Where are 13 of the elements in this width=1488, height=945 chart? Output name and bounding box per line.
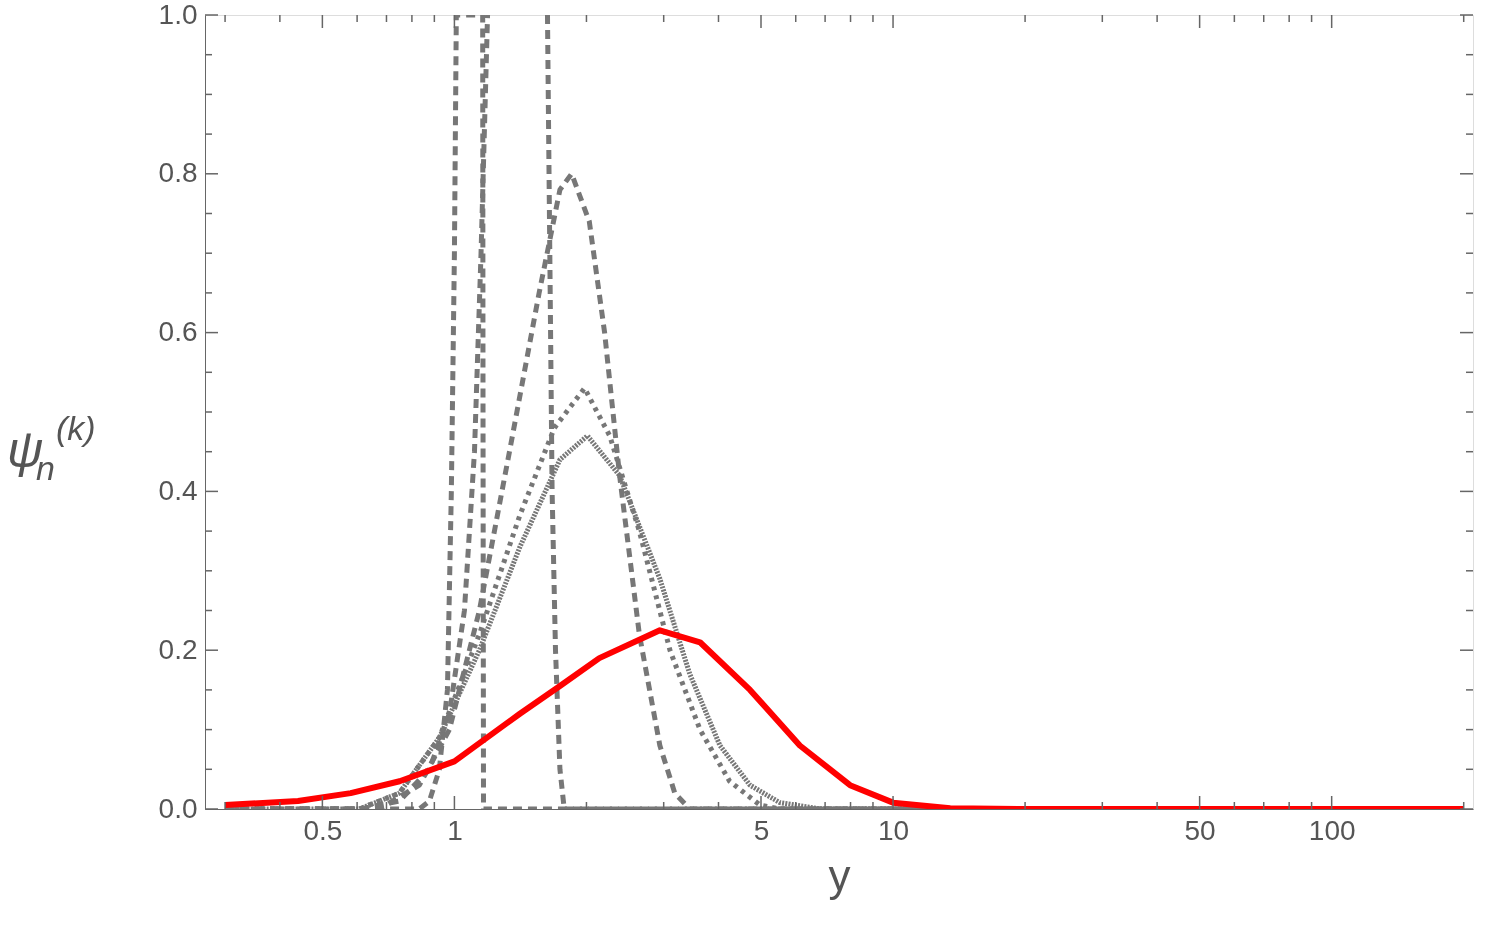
x-tick-label: 10 <box>877 814 910 846</box>
x-tick-label: 5 <box>753 814 770 846</box>
x-tick-label: 1 <box>447 814 463 846</box>
x-tick-label: 0.5 <box>303 814 343 846</box>
y-tick-label: 0.4 <box>158 474 198 506</box>
x-tick-label: 50 <box>1184 814 1216 846</box>
y-tick-label: 0.6 <box>158 316 198 348</box>
y-tick-label: 0.2 <box>158 633 198 665</box>
y-tick-label: 1.0 <box>158 0 198 30</box>
x-axis-title: y <box>828 850 851 900</box>
x-tick-label: 100 <box>1308 814 1356 846</box>
y-tick-label: 0.0 <box>158 792 198 824</box>
y-tick-label: 0.8 <box>158 157 198 189</box>
